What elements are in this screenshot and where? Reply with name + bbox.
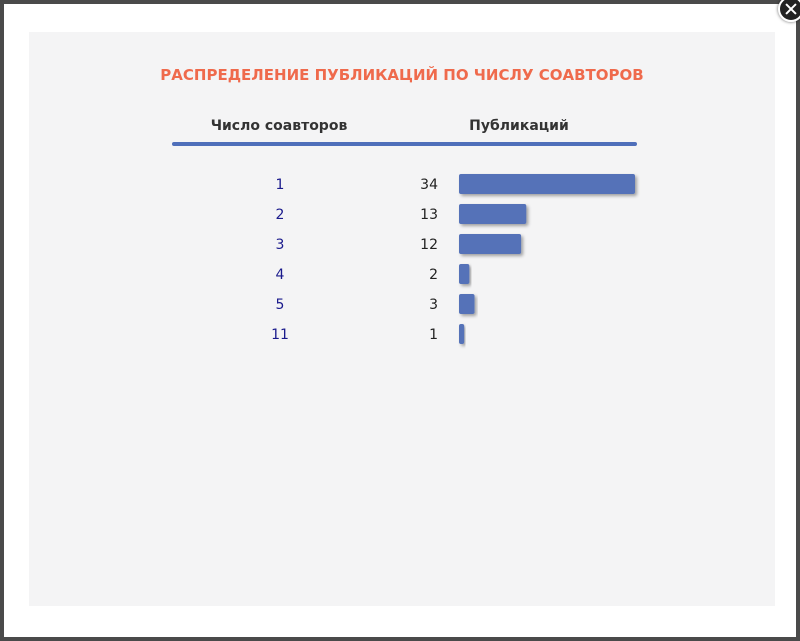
- bottom-strip: [4, 610, 796, 637]
- bar-chart: 1 342 133 124 25 311 1: [271, 174, 635, 344]
- chart-title: РАСПРЕДЕЛЕНИЕ ПУБЛИКАЦИЙ ПО ЧИСЛУ СОАВТО…: [160, 66, 644, 84]
- bar: [459, 324, 465, 344]
- value-label: 12: [420, 237, 438, 253]
- bar: [459, 294, 475, 314]
- column-header-authors: Число соавторов: [210, 118, 348, 134]
- chart-panel: РАСПРЕДЕЛЕНИЕ ПУБЛИКАЦИЙ ПО ЧИСЛУ СОАВТО…: [29, 32, 775, 606]
- column-header-publications: Публикаций: [469, 118, 569, 134]
- value-label: 34: [420, 177, 438, 193]
- bar: [459, 204, 527, 224]
- value-label: 1: [429, 327, 438, 343]
- category-label: 2: [276, 207, 285, 223]
- category-label: 5: [276, 297, 285, 313]
- category-label: 1: [276, 177, 285, 193]
- bar: [459, 174, 635, 194]
- category-label: 4: [276, 267, 285, 283]
- value-label: 3: [429, 297, 438, 313]
- value-label: 13: [420, 207, 438, 223]
- bar: [459, 234, 522, 254]
- category-label: 3: [276, 237, 285, 253]
- close-icon[interactable]: [778, 0, 800, 22]
- value-label: 2: [429, 267, 438, 283]
- category-label: 11: [271, 327, 289, 343]
- bar: [459, 264, 470, 284]
- header-divider: [172, 142, 637, 146]
- modal-window: РАСПРЕДЕЛЕНИЕ ПУБЛИКАЦИЙ ПО ЧИСЛУ СОАВТО…: [4, 0, 800, 637]
